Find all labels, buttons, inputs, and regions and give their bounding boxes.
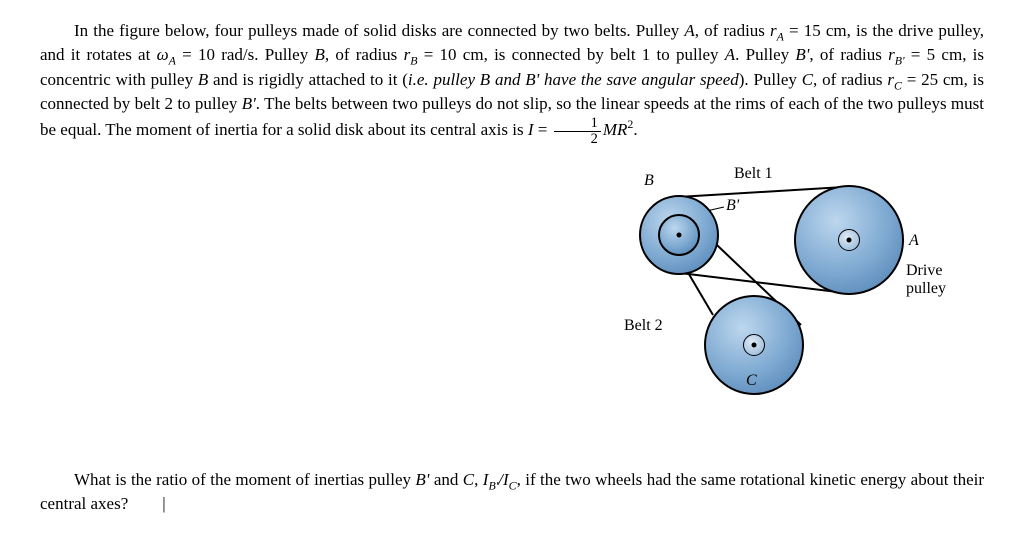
rC-sub: C [894, 78, 902, 92]
q-text: , [474, 470, 483, 489]
question-paragraph: What is the ratio of the moment of inert… [40, 469, 984, 516]
pulley-A: A [684, 21, 694, 40]
pulley-Bprime [658, 214, 700, 256]
label-Bp: B' [726, 195, 739, 217]
label-A: A [909, 230, 919, 252]
rA-val: 15 cm [804, 21, 847, 40]
text: . Pulley [735, 45, 795, 64]
pulley-Bp: B' [795, 45, 809, 64]
eq: = [902, 70, 921, 89]
MR2: MR [603, 120, 628, 139]
text: , of radius [809, 45, 888, 64]
pulley-C-dot [752, 343, 757, 348]
problem-paragraph: In the figure below, four pulleys made o… [40, 20, 984, 146]
q-Bp: B' [415, 470, 429, 489]
rBp-sub: B' [895, 54, 905, 68]
italic-note: i.e. pulley B and B' have the save angul… [408, 70, 739, 89]
pulley-B: B [314, 45, 324, 64]
label-C: C [746, 370, 757, 392]
frac-den: 2 [554, 132, 601, 146]
text: In the figure below, four pulleys made o… [74, 21, 684, 40]
figure: B B' Belt 1 A Drive pulley Belt 2 C [584, 165, 944, 415]
q-text: What is the ratio of the moment of inert… [74, 470, 415, 489]
label-belt2: Belt 2 [624, 315, 663, 337]
ratio-Csub: C [509, 478, 517, 492]
omegaA-val: 10 rad/s [198, 45, 254, 64]
pulley-Bp2: B' [242, 94, 256, 113]
eq: = [176, 45, 198, 64]
rBp-var: r [888, 45, 895, 64]
pulley-C: C [802, 70, 813, 89]
fraction: 12 [554, 116, 601, 146]
text: , of radius [813, 70, 887, 89]
omegaA-sub: A [169, 54, 176, 68]
rA-sub: A [777, 29, 784, 43]
text: , is connected by belt 1 to pulley [484, 45, 725, 64]
text: . Pulley [254, 45, 314, 64]
ratio-Bsub: B' [488, 478, 498, 492]
eq: = [784, 21, 804, 40]
pulley-A-disk [794, 185, 904, 295]
rC-var: r [887, 70, 894, 89]
pulley-Bp-dot [677, 233, 682, 238]
eq: = [417, 45, 439, 64]
rC-val: 25 cm [921, 70, 964, 89]
rA-var: r [770, 21, 777, 40]
pulley-B2: B [198, 70, 208, 89]
rB-val: 10 cm [440, 45, 484, 64]
text: ). Pulley [739, 70, 802, 89]
text: and is rigidly attached to it ( [208, 70, 408, 89]
q-C: C [463, 470, 474, 489]
label-belt1: Belt 1 [734, 163, 773, 185]
label-B: B [644, 170, 654, 192]
frac-num: 1 [554, 116, 601, 131]
period: . [633, 120, 637, 139]
pulley-A2: A [725, 45, 735, 64]
label-pulley: pulley [906, 278, 946, 300]
rBp-val: 5 cm [927, 45, 963, 64]
text-cursor: | [128, 493, 165, 516]
eq: = [905, 45, 927, 64]
pulley-A-dot [847, 238, 852, 243]
text: , of radius [695, 21, 770, 40]
text: , of radius [325, 45, 404, 64]
q-text: and [429, 470, 462, 489]
eq: = [534, 120, 552, 139]
omegaA: ω [157, 45, 169, 64]
